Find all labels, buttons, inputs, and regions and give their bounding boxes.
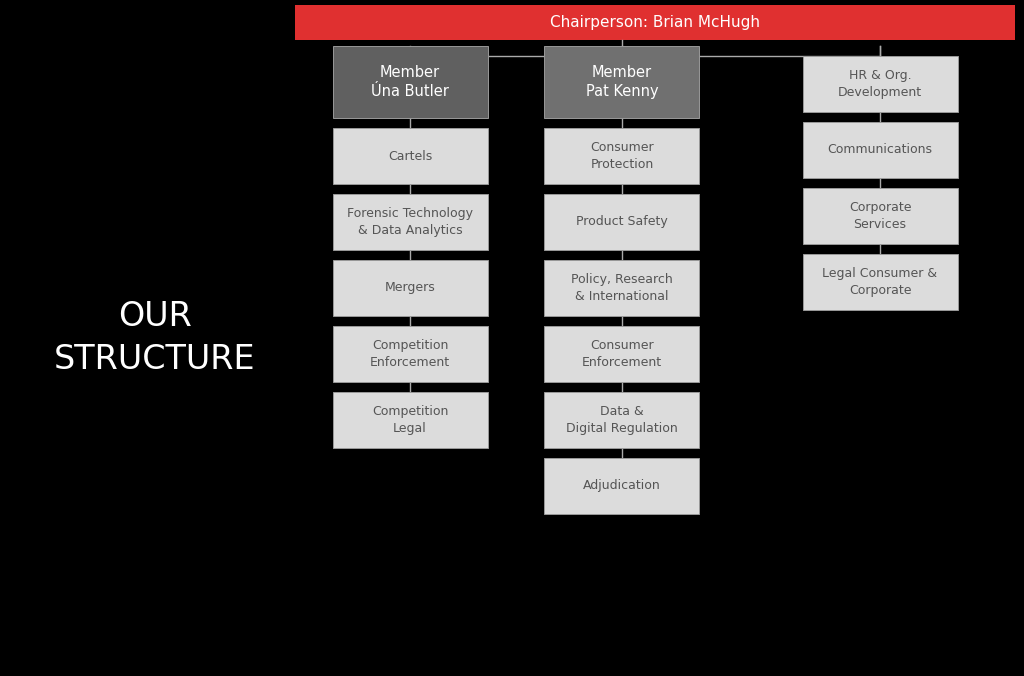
Text: Competition
Legal: Competition Legal xyxy=(372,405,449,435)
FancyBboxPatch shape xyxy=(803,254,957,310)
Text: Forensic Technology
& Data Analytics: Forensic Technology & Data Analytics xyxy=(347,208,473,237)
FancyBboxPatch shape xyxy=(545,128,699,184)
Text: Consumer
Protection: Consumer Protection xyxy=(590,141,653,171)
Text: Consumer
Enforcement: Consumer Enforcement xyxy=(582,339,663,368)
Text: Product Safety: Product Safety xyxy=(577,216,668,228)
Text: Mergers: Mergers xyxy=(385,281,435,295)
Text: Member
Úna Butler: Member Úna Butler xyxy=(371,65,449,99)
Text: HR & Org.
Development: HR & Org. Development xyxy=(838,69,922,99)
Text: Corporate
Services: Corporate Services xyxy=(849,201,911,231)
Text: Legal Consumer &
Corporate: Legal Consumer & Corporate xyxy=(822,267,938,297)
FancyBboxPatch shape xyxy=(333,128,487,184)
Text: Member
Pat Kenny: Member Pat Kenny xyxy=(586,65,658,99)
FancyBboxPatch shape xyxy=(803,56,957,112)
FancyBboxPatch shape xyxy=(545,46,699,118)
Text: Data &
Digital Regulation: Data & Digital Regulation xyxy=(566,405,678,435)
Text: Chairperson: Brian McHugh: Chairperson: Brian McHugh xyxy=(550,15,760,30)
FancyBboxPatch shape xyxy=(333,260,487,316)
FancyBboxPatch shape xyxy=(803,122,957,178)
FancyBboxPatch shape xyxy=(333,46,487,118)
FancyBboxPatch shape xyxy=(545,260,699,316)
FancyBboxPatch shape xyxy=(295,5,1015,40)
Text: Competition
Enforcement: Competition Enforcement xyxy=(370,339,451,368)
Text: Policy, Research
& International: Policy, Research & International xyxy=(571,273,673,303)
Text: Adjudication: Adjudication xyxy=(583,479,660,493)
FancyBboxPatch shape xyxy=(333,326,487,382)
Text: OUR
STRUCTURE: OUR STRUCTURE xyxy=(54,299,256,377)
FancyBboxPatch shape xyxy=(333,194,487,250)
FancyBboxPatch shape xyxy=(333,392,487,448)
FancyBboxPatch shape xyxy=(545,458,699,514)
FancyBboxPatch shape xyxy=(545,392,699,448)
Text: Communications: Communications xyxy=(827,143,933,157)
FancyBboxPatch shape xyxy=(545,194,699,250)
FancyBboxPatch shape xyxy=(545,326,699,382)
Text: Cartels: Cartels xyxy=(388,149,432,162)
FancyBboxPatch shape xyxy=(803,188,957,244)
